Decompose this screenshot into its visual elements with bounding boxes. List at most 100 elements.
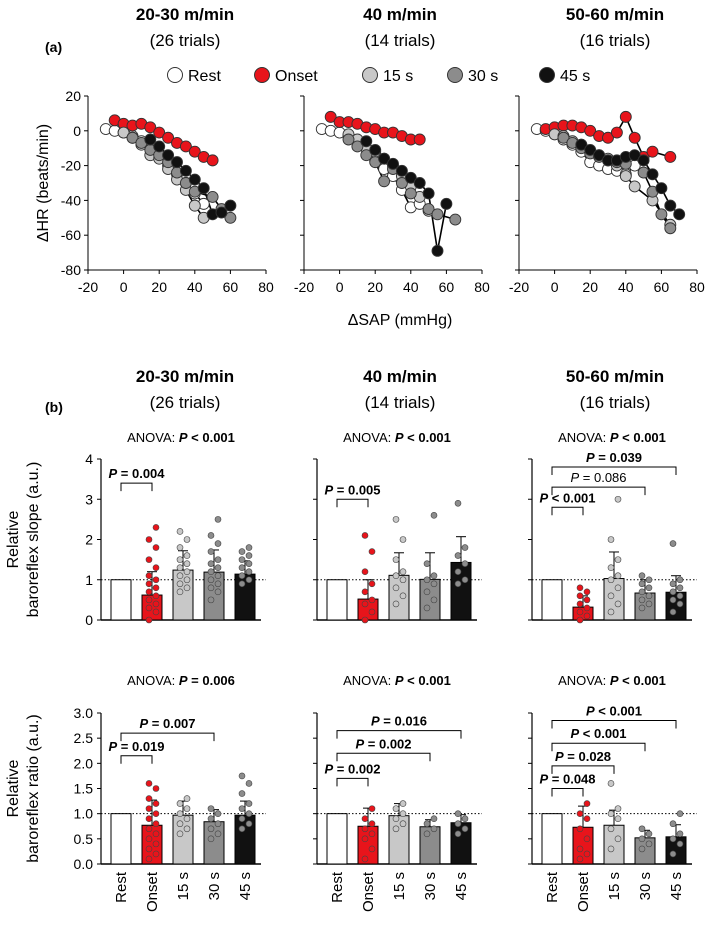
individual-point [638, 580, 646, 588]
individual-point [638, 604, 646, 612]
individual-point [676, 600, 684, 608]
scatter-panel-0: 200-20-40-60-80-20 0 20 40 60 80 [61, 88, 274, 295]
individual-point [214, 580, 222, 588]
individual-point [461, 825, 469, 833]
individual-point [183, 536, 191, 543]
individual-point [576, 584, 584, 592]
point-Onset [413, 133, 426, 146]
point-Onset [188, 145, 201, 158]
category-label: 45 s [237, 872, 254, 900]
bars1-panel-1: ANOVA: P < 0.001 P = 0.005 [313, 430, 482, 624]
scatter-panel-1: -20 0 20 40 60 80 [294, 95, 490, 295]
individual-point [361, 855, 369, 863]
bars1-panel-0: ANOVA: P < 0.001 0 1 2 3 4 P = 0.004 [85, 430, 266, 628]
category-label: Rest [329, 871, 346, 903]
bar-45s [665, 836, 687, 865]
individual-point [214, 516, 222, 523]
point-45s [369, 143, 382, 156]
x-tick-label: 40 [403, 279, 419, 295]
individual-point [368, 820, 376, 828]
individual-point [638, 596, 646, 604]
individual-point [176, 572, 184, 580]
bar-Onset [357, 598, 379, 621]
point-45s [593, 149, 606, 162]
a-title-0: 20-30 m/min [136, 5, 234, 24]
x-tick-label: 40 [618, 279, 634, 295]
bars2-panel-0: ANOVA: P = 0.006 0.0 0.5 1.0 1.5 2.0 2.5 3.0 P =… [74, 673, 266, 912]
x-tick-label: 0 [551, 279, 559, 295]
individual-point [454, 552, 462, 559]
individual-point [430, 580, 438, 588]
sig-label: P < 0.001 [586, 704, 642, 719]
individual-point [145, 536, 153, 543]
point-Onset [619, 110, 632, 123]
individual-point [583, 612, 591, 620]
x-tick-label: 40 [187, 279, 203, 295]
category-label: Rest [113, 871, 130, 903]
individual-point [368, 608, 376, 616]
individual-point [214, 564, 222, 571]
individual-point [145, 556, 153, 563]
individual-point [207, 548, 215, 555]
individual-point [614, 815, 622, 823]
point-45s [144, 133, 157, 146]
individual-point [361, 815, 369, 823]
point-45s [655, 182, 668, 195]
anova-text: ANOVA: P < 0.001 [343, 430, 451, 445]
sig-label: P = 0.005 [324, 482, 380, 497]
sig-bracket [336, 498, 369, 508]
b-trials-0: (26 trials) [150, 393, 221, 412]
y-tick-label: 20 [65, 88, 81, 104]
individual-point [645, 830, 653, 838]
individual-point [238, 556, 246, 563]
y-tick-label: 1.0 [74, 806, 94, 822]
point-45s [387, 157, 399, 170]
point-15s [117, 126, 130, 139]
sig-label: P = 0.039 [586, 450, 642, 465]
anova-text: ANOVA: P < 0.001 [558, 673, 666, 688]
y-tick-label: 4 [85, 451, 93, 467]
sig-label: P < 0.001 [570, 726, 626, 741]
individual-point [238, 564, 246, 571]
individual-point [368, 830, 376, 838]
individual-point [214, 572, 222, 580]
sig-bracket [551, 788, 584, 797]
point-Onset [664, 150, 677, 163]
individual-point [245, 576, 253, 584]
individual-point [607, 564, 615, 571]
legend-label-Rest: Rest [188, 68, 221, 85]
y-tick-label: 2.0 [74, 755, 94, 771]
individual-point [614, 600, 622, 608]
category-label: 30 s [422, 872, 439, 900]
individual-point [645, 592, 653, 600]
category-label: 30 s [637, 872, 654, 900]
individual-point [238, 815, 246, 823]
individual-point [614, 556, 622, 563]
individual-point [214, 556, 222, 563]
individual-point [461, 544, 469, 551]
individual-point [676, 576, 684, 584]
x-tick-label: 80 [474, 279, 490, 295]
category-label: Onset [575, 871, 592, 912]
individual-point [176, 830, 184, 838]
category-label: Rest [544, 871, 561, 903]
individual-point [207, 815, 215, 823]
y-tick-label: 2.5 [74, 730, 94, 746]
individual-point [669, 820, 677, 828]
legend-marker-30s [447, 67, 463, 83]
individual-point [638, 835, 646, 843]
individual-point [669, 540, 677, 547]
point-30s [655, 208, 668, 221]
individual-point [176, 820, 184, 828]
a-trials-2: (16 trials) [580, 31, 651, 50]
x-tick-label: 80 [689, 279, 705, 295]
x-tick-label: 60 [223, 279, 239, 295]
individual-point [576, 810, 584, 817]
individual-point [392, 556, 400, 563]
individual-point [145, 780, 153, 787]
individual-point [238, 790, 246, 797]
sig-bracket [551, 466, 677, 476]
individual-point [607, 810, 615, 817]
individual-point [145, 604, 153, 612]
point-30s [126, 131, 139, 144]
